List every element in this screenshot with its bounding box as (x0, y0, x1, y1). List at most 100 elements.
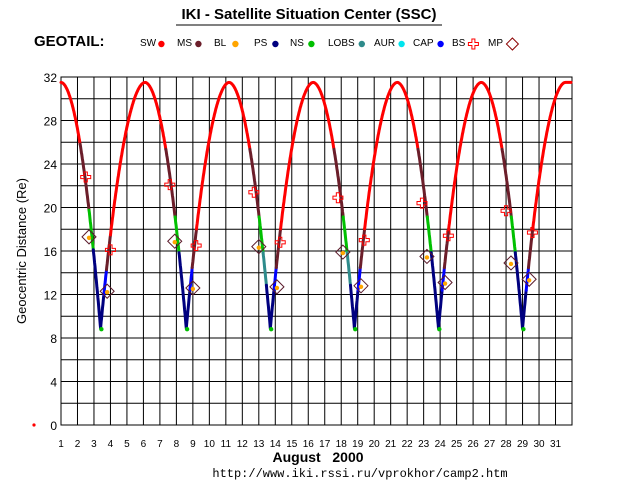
perigee-dot (268, 327, 274, 332)
x-tick-label: 2 (75, 439, 81, 450)
magnetopause-marker (353, 278, 369, 294)
bow-shock-marker (332, 192, 344, 204)
y-tick-label: 16 (44, 245, 58, 259)
legend-marker-bs (467, 38, 479, 50)
x-tick-label: 10 (204, 439, 216, 450)
orbit-segment (279, 80, 336, 231)
legend-label: PS (254, 38, 268, 49)
x-axis-label: August 2000 (272, 449, 363, 465)
perigee-dot (353, 327, 358, 332)
y-tick-label: 24 (44, 158, 58, 172)
y-tick-label: 20 (44, 202, 58, 216)
orbit-segment (509, 215, 517, 255)
orbit-segment (356, 266, 362, 292)
orbit-segment (527, 227, 535, 270)
x-tick-label: 8 (174, 439, 180, 450)
x-tick-label: 24 (435, 439, 447, 450)
orbit-segment (447, 80, 504, 231)
bow-shock-marker (442, 230, 454, 242)
legend-label: CAP (413, 38, 434, 49)
y-tick-label: 4 (50, 376, 57, 390)
legend-marker-bl (232, 40, 239, 48)
magnetopause-marker (503, 255, 519, 271)
magnetopause-marker (81, 229, 97, 245)
bow-shock-marker (248, 186, 260, 198)
bow-shock-marker (164, 179, 176, 191)
legend-label: AUR (374, 38, 395, 49)
perigee-dot (184, 327, 190, 332)
orbit-segment (109, 80, 168, 237)
x-tick-label: 3 (91, 439, 97, 450)
x-tick-label: 12 (237, 439, 249, 450)
boundary-layer-dot (256, 245, 262, 250)
orbit-segment (332, 147, 345, 219)
magnetopause-marker (521, 271, 537, 287)
legend-marker-cap (437, 40, 444, 48)
orbit-segment (416, 147, 429, 219)
bow-shock-marker (500, 205, 512, 217)
crossing-markers (80, 171, 538, 299)
grid (61, 77, 572, 425)
orbit-segment (257, 215, 265, 255)
x-tick-label: 20 (369, 439, 381, 450)
orbit-segment (345, 251, 352, 287)
magnetopause-marker (185, 280, 201, 296)
legend-marker-ps (272, 40, 279, 48)
x-tick-label: 28 (501, 439, 513, 450)
legend-label: LOBS (328, 38, 355, 49)
x-tick-label: 14 (270, 439, 282, 450)
x-tick-label: 13 (253, 439, 265, 450)
legend-label: MS (177, 38, 192, 49)
orbit-segment (261, 251, 268, 287)
legend-marker-aur (398, 40, 405, 48)
legend-label: SW (140, 38, 157, 49)
orbit-segment (531, 80, 573, 231)
orbit-segment (188, 266, 194, 292)
orbit-segment (513, 251, 528, 330)
orbit-segment (264, 283, 276, 330)
orbit-segment (87, 208, 95, 252)
orbit-segment (164, 147, 177, 219)
x-tick-label: 22 (402, 439, 414, 450)
bow-shock-marker (104, 244, 116, 256)
orbit-segment (429, 251, 444, 330)
x-tick-label: 16 (303, 439, 315, 450)
y-tick-label: 32 (44, 71, 58, 85)
bow-shock-marker (416, 197, 428, 209)
orbit-segment (59, 80, 82, 146)
magnetopause-marker (419, 248, 435, 265)
boundary-layer-dot (442, 281, 448, 286)
orbit-segment (341, 215, 349, 255)
y-axis-label: Geocentric Distance (Re) (14, 178, 29, 324)
boundary-layer-dot (526, 278, 532, 283)
orbit-segment (349, 283, 360, 330)
orbit-segment (500, 147, 513, 219)
orbit-segment (272, 266, 278, 292)
boundary-layer-dot (358, 284, 364, 289)
orbit-segment (173, 215, 181, 255)
x-tick-label: 5 (124, 439, 130, 450)
boundary-layer-dot (340, 250, 346, 256)
bow-shock-marker (80, 171, 92, 183)
legend-label: NS (290, 38, 304, 49)
y-tick-label: 28 (44, 115, 58, 129)
x-tick-label: 4 (108, 439, 114, 450)
x-tick-label: 23 (418, 439, 430, 450)
perigee-dot (99, 327, 104, 332)
origin-dot (32, 423, 36, 427)
x-tick-label: 29 (517, 439, 529, 450)
x-tick-label: 9 (190, 439, 196, 450)
boundary-layer-dot (424, 255, 430, 260)
x-tick-label: 19 (352, 439, 364, 450)
orbit-segment (102, 268, 108, 297)
bow-shock-marker (190, 240, 202, 252)
magnetopause-marker (335, 244, 351, 260)
boundary-layer-dot (190, 286, 196, 292)
orbit-segment (177, 251, 192, 330)
orbit-segment (425, 215, 433, 255)
orbit-segment (78, 142, 91, 212)
x-tick-label: 15 (286, 439, 298, 450)
magnetopause-marker (167, 233, 183, 249)
x-tick-label: 7 (157, 439, 163, 450)
